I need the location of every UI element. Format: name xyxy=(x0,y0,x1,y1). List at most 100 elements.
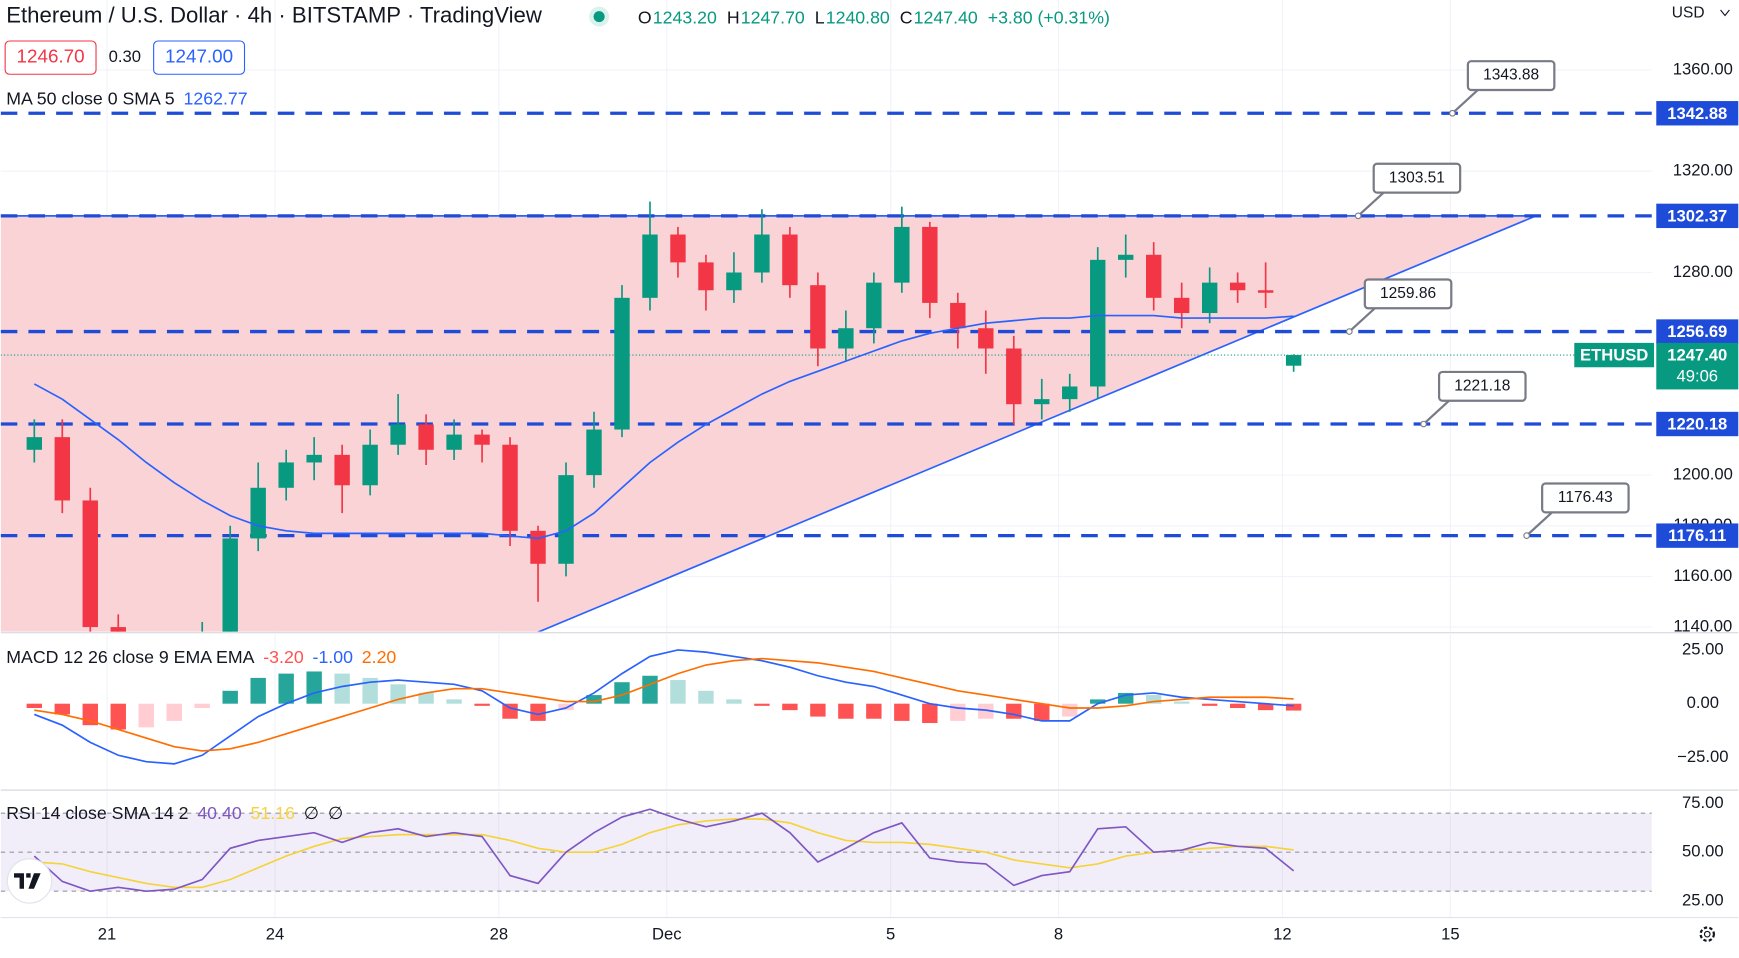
macd-histogram-bar xyxy=(1062,703,1078,717)
rsi-pane xyxy=(0,791,1652,918)
macd-histogram-bar xyxy=(446,699,462,704)
macd-histogram-bar xyxy=(782,703,798,711)
candle-body xyxy=(362,444,378,486)
gear-hub xyxy=(1703,930,1711,938)
candle-body xyxy=(1034,399,1050,405)
candle-body xyxy=(222,538,238,632)
triangle-fill xyxy=(0,215,1536,632)
candle-body xyxy=(950,302,966,329)
macd-histogram-bar xyxy=(1146,695,1162,704)
macd-histogram-bar xyxy=(1201,703,1218,706)
callout-box xyxy=(1363,278,1453,310)
y-tick-label: 25.00 xyxy=(1682,639,1724,658)
candle-body xyxy=(278,462,294,488)
dropdown-icon xyxy=(1720,9,1730,17)
x-tick-label: 12 xyxy=(1273,925,1291,944)
callout-leader xyxy=(1422,399,1450,425)
macd-histogram-bar xyxy=(194,703,210,708)
level-price-label: 1220.18 xyxy=(1667,415,1727,434)
level-price-box xyxy=(1656,203,1739,229)
ask-box[interactable] xyxy=(153,40,246,75)
macd-histogram-bar xyxy=(530,703,546,721)
candle-body xyxy=(894,226,910,283)
macd-histogram-bar xyxy=(894,703,910,721)
ohlc-value: 1247.40 xyxy=(914,8,978,28)
macd-histogram-bar xyxy=(1173,701,1190,704)
price-pane xyxy=(0,0,1652,632)
candle-body xyxy=(698,262,714,291)
ma-legend-value: 1262.77 xyxy=(184,88,248,108)
macd-histogram-bar xyxy=(502,703,518,719)
candle-body xyxy=(110,627,126,632)
macd-legend-value: 2.20 xyxy=(362,647,397,667)
candle-body xyxy=(306,454,322,463)
y-tick-label: 25.00 xyxy=(1682,890,1724,909)
callout-label: 1259.86 xyxy=(1380,285,1436,302)
chart-title: Ethereum / U.S. Dollar · 4h · BITSTAMP ·… xyxy=(6,2,543,27)
rsi-legend-value: 40.40 xyxy=(197,803,241,823)
macd-histogram-bar xyxy=(1285,703,1302,711)
macd-histogram-bar xyxy=(278,673,294,704)
rsi-legend-value: ∅ xyxy=(304,803,319,823)
logo-mark xyxy=(14,873,41,889)
currency: USD xyxy=(1672,4,1705,21)
settings-icon[interactable] xyxy=(1699,926,1716,942)
candle-body xyxy=(754,234,770,273)
macd-histogram-bar xyxy=(838,703,854,719)
last-price-label: 1247.40 xyxy=(1667,346,1727,365)
macd-histogram-bar xyxy=(418,692,434,704)
macd-histogram-bar xyxy=(26,703,42,708)
callout-box xyxy=(1541,482,1630,514)
candle-body xyxy=(838,328,854,349)
y-tick-label: 1140.00 xyxy=(1673,616,1732,635)
signal-line xyxy=(34,657,1294,752)
callout-label: 1221.18 xyxy=(1454,377,1510,394)
gear[interactable] xyxy=(1699,926,1716,942)
macd-histogram-bar xyxy=(1257,703,1274,711)
ohlc-key: C xyxy=(900,8,913,28)
macd-legend: MACD 12 26 close 9 EMA EMA xyxy=(6,647,254,667)
candle-body xyxy=(586,429,602,476)
level-price-box xyxy=(1656,523,1739,548)
ohlc-value: 1240.80 xyxy=(826,8,890,28)
macd-histogram-bar xyxy=(978,703,994,719)
macd-histogram-bar xyxy=(922,703,938,724)
candle-body xyxy=(390,424,406,445)
bid-box[interactable] xyxy=(4,40,97,75)
change: +3.80 (+0.31%) xyxy=(988,8,1110,28)
rsi-legend-value: ∅ xyxy=(328,803,343,823)
candle-body xyxy=(978,328,994,349)
macd-histogram-bar xyxy=(250,677,266,704)
candle-body xyxy=(810,285,826,349)
candle-body xyxy=(922,226,938,303)
macd-histogram-bar xyxy=(110,703,126,730)
tv-logo xyxy=(6,858,53,904)
candle-body xyxy=(726,272,742,291)
level-price-label: 1302.37 xyxy=(1667,206,1727,225)
macd-histogram-bar xyxy=(54,703,70,715)
candle-body xyxy=(54,437,70,501)
y-tick-label: −25.00 xyxy=(1677,747,1728,766)
candle-body xyxy=(1257,290,1274,293)
macd-histogram-bar xyxy=(1229,703,1246,708)
level-price-box xyxy=(1656,101,1739,126)
logo-circle xyxy=(6,858,53,904)
macd-histogram-bar xyxy=(222,690,238,704)
bid: 1246.70 xyxy=(17,46,85,67)
callout-leader xyxy=(1357,191,1385,217)
candle-body xyxy=(1173,297,1190,314)
candle-body xyxy=(642,234,658,298)
macd-histogram-bar xyxy=(670,680,686,704)
level-price-label: 1176.11 xyxy=(1668,526,1726,545)
ask: 1247.00 xyxy=(165,46,233,67)
last-price-box xyxy=(1656,342,1739,390)
axes: 1360.001320.001280.001200.001180.001160.… xyxy=(0,59,1739,944)
y-tick-label: 1280.00 xyxy=(1673,262,1733,281)
symbol-box xyxy=(1574,342,1655,368)
candle-body xyxy=(782,234,798,286)
macd-histogram-bar xyxy=(1034,703,1050,721)
callout-label: 1303.51 xyxy=(1389,169,1445,186)
candle-body xyxy=(614,297,630,430)
macd-histogram-bar xyxy=(754,703,770,706)
